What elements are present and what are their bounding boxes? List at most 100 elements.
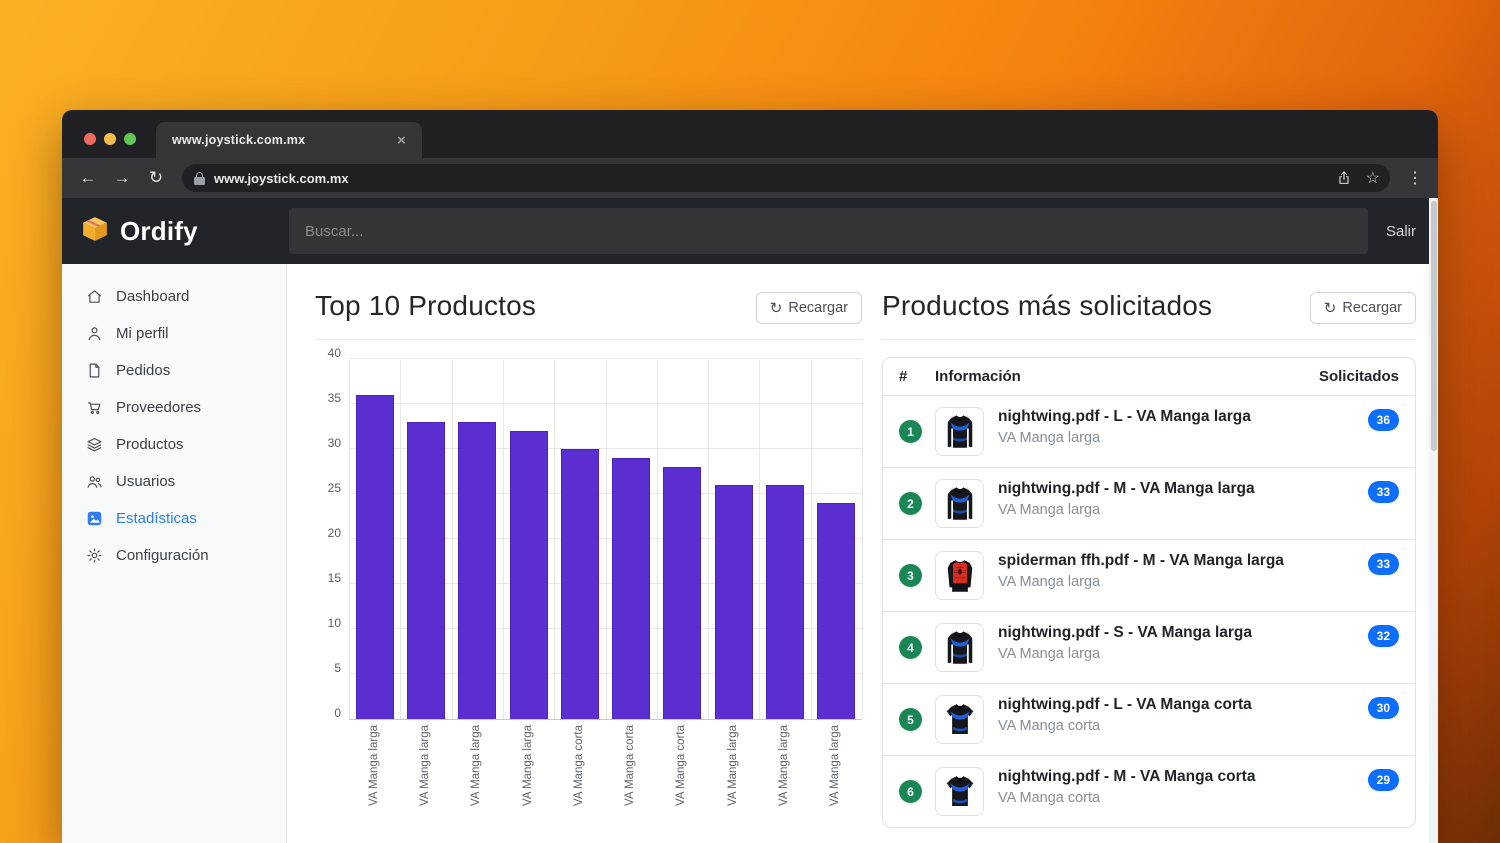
y-axis-tick-label: 10 [327,616,341,630]
y-axis-tick-label: 25 [327,481,341,495]
x-axis-tick-label: VA Manga larga [418,725,431,806]
rank-column-header: # [899,368,908,385]
table-header-row: # Información Solicitados [883,358,1415,395]
product-row: 1 nightwing.pdf - L - VA Manga larga VA M… [883,395,1415,467]
gridline [605,360,607,719]
sidebar-item-label: Configuración [116,547,209,564]
bar-va-manga-corta [560,449,599,719]
sidebar-item-proveedores[interactable]: Proveedores [62,389,286,426]
top-products-panel: Top 10 Productos ↻ Recargar 0 5 10 15 20 25 30… [315,290,863,843]
sidebar-item-label: Usuarios [116,473,176,490]
gridline [400,360,402,719]
sidebar-item-estadisticas[interactable]: Estadísticas [62,500,286,537]
sidebar-item-configuracion[interactable]: Configuración [62,537,286,574]
y-axis-tick-label: 15 [327,571,341,585]
gridline [349,358,862,359]
product-title: nightwing.pdf - L - VA Manga corta [998,696,1252,713]
search-input[interactable] [289,208,1368,254]
back-icon[interactable]: ← [79,168,97,187]
zoom-window-button[interactable] [124,133,136,145]
sidebar-item-label: Estadísticas [116,510,197,527]
bookmark-star-icon[interactable]: ☆ [1365,170,1380,187]
sidebar-item-label: Mi perfil [116,325,169,342]
brand[interactable]: Ordify [62,198,287,264]
x-axis-tick-label: VA Manga larga [470,725,483,806]
count-badge: 30 [1367,697,1399,719]
gridline [708,360,710,719]
bar-chart: 0 5 10 15 20 25 30 35 40 VA Manga larga VA Manga … [315,346,863,840]
nightwing-short-sleeve-shirt [935,767,984,816]
share-icon[interactable] [1336,170,1352,186]
y-axis-tick-label: 30 [327,436,341,450]
reload-chart-button[interactable]: ↻ Recargar [755,292,862,324]
window-controls [62,133,156,158]
close-tab-icon[interactable]: × [397,131,406,149]
people-icon [86,473,103,490]
product-subtitle: VA Manga larga [998,646,1101,662]
product-row: 3 spiderman ffh.pdf - M - VA Manga larga… [883,539,1415,611]
sidebar-item-pedidos[interactable]: Pedidos [62,352,286,389]
gridline [349,360,350,719]
close-window-button[interactable] [84,133,96,145]
sidebar-item-label: Productos [116,436,184,453]
bar-va-manga-larga [406,422,445,719]
tab-title: www.joystick.com.mx [172,133,306,147]
gridline [810,360,812,719]
info-column-header: Información [935,368,1021,385]
bar-va-manga-larga [817,503,856,719]
product-subtitle: VA Manga larga [998,574,1101,590]
y-axis-tick-label: 5 [334,661,341,675]
page-scrollbar[interactable] [1429,198,1438,843]
bar-va-manga-corta [612,458,651,719]
image-icon [86,510,103,527]
address-bar[interactable]: www.joystick.com.mx ☆ [182,164,1390,192]
x-axis-tick-label: VA Manga larga [829,725,842,806]
product-title: nightwing.pdf - S - VA Manga larga [998,624,1253,641]
chart-y-axis: 0 5 10 15 20 25 30 35 40 [315,346,349,720]
rank-badge: 4 [899,636,922,659]
nightwing-long-sleeve-shirt [935,407,984,456]
count-badge: 32 [1367,625,1399,647]
bar-va-manga-larga [355,395,394,719]
sidebar-item-productos[interactable]: Productos [62,426,286,463]
file-icon [86,362,103,379]
nightwing-long-sleeve-shirt [935,479,984,528]
product-subtitle: VA Manga larga [998,502,1101,518]
lock-icon [194,171,205,185]
panel-title: Productos más solicitados [882,290,1213,321]
app-header: Ordify Salir [62,198,1438,264]
sidebar-item-usuarios[interactable]: Usuarios [62,463,286,500]
sidebar-item-dashboard[interactable]: Dashboard [62,278,286,315]
x-axis-tick-label: VA Manga larga [367,725,380,806]
products-table-card: # Información Solicitados 1 nightwing.pd… [882,357,1416,828]
rank-badge: 3 [899,564,922,587]
product-row: 2 nightwing.pdf - M - VA Manga larga VA M… [883,467,1415,539]
nightwing-long-sleeve-shirt [935,623,984,672]
product-row: 6 nightwing.pdf - M - VA Manga corta VA M… [883,755,1415,827]
rank-badge: 5 [899,708,922,731]
x-axis-tick-label: VA Manga larga [726,725,739,806]
browser-menu-icon[interactable]: ⋮ [1407,170,1423,187]
cart-icon [86,399,103,416]
product-title: nightwing.pdf - M - VA Manga larga [998,480,1255,497]
reload-table-button[interactable]: ↻ Recargar [1309,292,1416,324]
reload-page-icon[interactable]: ↻ [148,168,164,187]
gridline [502,360,504,719]
minimize-window-button[interactable] [104,133,116,145]
product-subtitle: VA Manga corta [998,790,1101,806]
browser-tab[interactable]: www.joystick.com.mx × [156,122,422,158]
y-axis-tick-label: 20 [327,526,341,540]
sidebar-item-mi-perfil[interactable]: Mi perfil [62,315,286,352]
rank-badge: 1 [899,420,922,443]
search-wrap [287,198,1368,264]
bar-va-manga-larga [509,431,548,719]
count-badge: 33 [1367,481,1399,503]
logout-link[interactable]: Salir [1385,222,1416,240]
browser-tab-strip: www.joystick.com.mx × [62,110,1438,158]
divider [882,339,1416,340]
forward-icon[interactable]: → [113,168,131,187]
scrollbar-thumb[interactable] [1430,201,1437,451]
web-app: Ordify Salir Dashboard Mi perfil Pedidos Pr… [62,198,1438,843]
gridline [759,360,761,719]
